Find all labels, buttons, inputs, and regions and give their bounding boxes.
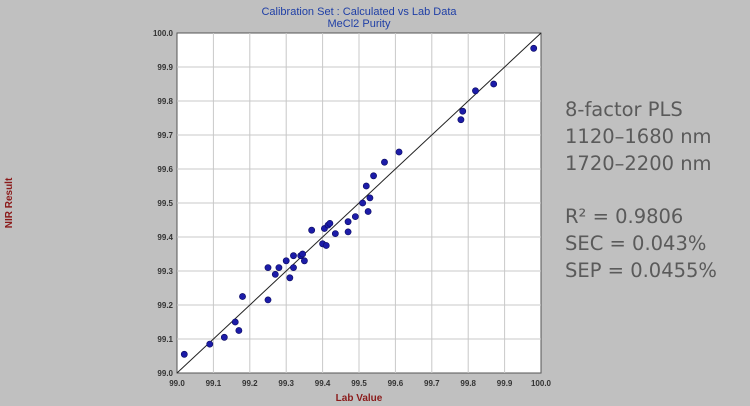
data-point [180,350,188,358]
x-tick-label: 99.5 [351,379,367,388]
wavelength-range-2: 1720–2200 nm [565,152,712,175]
r-squared: R² = 0.9806 [565,205,684,228]
x-tick-label: 100.0 [531,379,552,388]
grid [177,33,541,373]
data-point [286,274,294,282]
data-point [239,293,246,300]
y-tick-label: 99.7 [157,131,173,140]
data-point [220,333,228,341]
data-point [264,296,272,304]
data-point [290,264,297,271]
y-tick-label: 99.9 [157,63,173,72]
y-tick-label: 99.4 [157,233,173,242]
data-point [231,318,239,326]
x-tick-label: 99.2 [242,379,258,388]
data-point [364,208,372,215]
x-tick-label: 99.9 [497,379,513,388]
x-axis-label: Lab Value [336,393,383,404]
chart-title: Calibration Set : Calculated vs Lab Data [261,6,457,18]
data-point [370,172,377,180]
y-tick-label: 99.1 [157,335,173,344]
data-point [264,264,272,271]
y-tick-label: 99.3 [157,267,173,276]
data-point [331,230,339,237]
y-tick-label: 99.6 [157,165,173,174]
data-point [290,252,297,260]
data-point [206,340,214,348]
data-point [299,250,306,258]
data-point [308,226,316,234]
x-tick-label: 99.8 [460,379,476,388]
data-point [472,87,479,95]
method-label: 8-factor PLS [565,98,683,121]
data-point [381,158,388,166]
data-point [490,80,498,88]
x-tick-label: 99.0 [169,379,185,388]
y-tick-label: 99.2 [157,301,173,310]
x-tick-label: 99.3 [278,379,294,388]
data-points [180,44,538,358]
data-point [359,199,367,207]
data-point [362,182,370,190]
data-point [322,242,330,249]
x-tick-label: 99.4 [315,379,331,388]
data-point [530,44,538,52]
x-tick-label: 99.6 [388,379,404,388]
y-axis-label: NIR Result [4,177,15,228]
x-tick-label: 99.1 [206,379,222,388]
model-stats: 8-factor PLS 1120–1680 nm 1720–2200 nm R… [565,96,717,284]
data-point [271,270,279,278]
data-point [459,107,467,115]
data-point [275,264,283,271]
data-point [344,218,352,226]
data-point [282,257,290,265]
sep-value: SEP = 0.0455% [565,259,717,282]
data-point [395,148,403,156]
data-point [366,194,374,202]
tick-labels: 99.099.0 99.1 99.1 99.2 99.2 99.3 99.3 99.4 99.4… [153,29,552,388]
x-tick-label: 99.7 [424,379,440,388]
y-tick-label: 100.0 [153,29,174,38]
data-point [300,257,308,265]
data-point [457,116,465,124]
y-tick-label: 99.0 [157,369,173,378]
y-tick-label: 99.8 [157,97,173,106]
chart-subtitle: MeCl2 Purity [328,18,391,30]
wavelength-range-1: 1120–1680 nm [565,125,712,148]
data-point [351,213,359,220]
sec-value: SEC = 0.043% [565,232,707,255]
identity-line [176,32,542,374]
y-tick-label: 99.5 [157,199,173,208]
data-point [344,228,352,236]
data-point [235,327,243,334]
data-point [326,219,334,227]
